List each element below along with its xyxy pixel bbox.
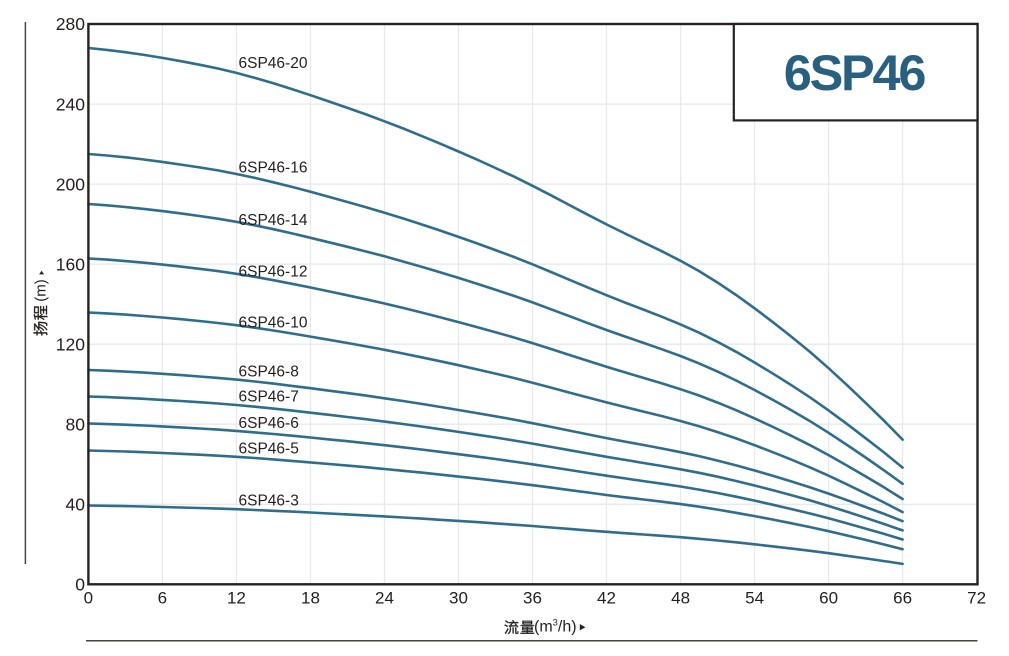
svg-text:6SP46-3: 6SP46-3: [239, 493, 299, 510]
svg-text:80: 80: [66, 414, 86, 434]
svg-text:6SP46-6: 6SP46-6: [239, 415, 299, 432]
svg-text:24: 24: [375, 589, 394, 608]
svg-text:6SP46-20: 6SP46-20: [239, 55, 308, 72]
svg-text:6SP46-16: 6SP46-16: [239, 160, 308, 177]
svg-text:6SP46-14: 6SP46-14: [239, 212, 308, 229]
svg-text:48: 48: [671, 589, 690, 608]
svg-text:6SP46: 6SP46: [784, 44, 926, 101]
svg-text:200: 200: [56, 174, 85, 194]
svg-text:36: 36: [523, 589, 542, 608]
svg-text:280: 280: [56, 14, 85, 34]
svg-text:6SP46-7: 6SP46-7: [239, 389, 299, 406]
svg-text:6SP46-12: 6SP46-12: [239, 264, 308, 281]
svg-text:6SP46-5: 6SP46-5: [239, 441, 299, 458]
svg-text:54: 54: [745, 589, 764, 608]
svg-text:6: 6: [158, 589, 167, 608]
svg-text:6SP46-10: 6SP46-10: [239, 314, 308, 331]
svg-text:6SP46-8: 6SP46-8: [239, 364, 299, 381]
svg-text:0: 0: [84, 589, 93, 608]
svg-text:30: 30: [449, 589, 468, 608]
svg-text:60: 60: [819, 589, 838, 608]
svg-text:0: 0: [75, 575, 85, 595]
svg-text:240: 240: [56, 94, 85, 114]
svg-text:42: 42: [597, 589, 616, 608]
svg-text:12: 12: [227, 589, 246, 608]
svg-text:160: 160: [56, 254, 85, 274]
svg-text:72: 72: [967, 589, 986, 608]
svg-text:120: 120: [56, 334, 85, 354]
svg-text:(m3/h): (m3/h): [534, 617, 577, 636]
svg-text:40: 40: [66, 495, 86, 515]
svg-text:66: 66: [893, 589, 912, 608]
svg-text:18: 18: [301, 589, 320, 608]
svg-text:(m): (m): [33, 279, 50, 302]
